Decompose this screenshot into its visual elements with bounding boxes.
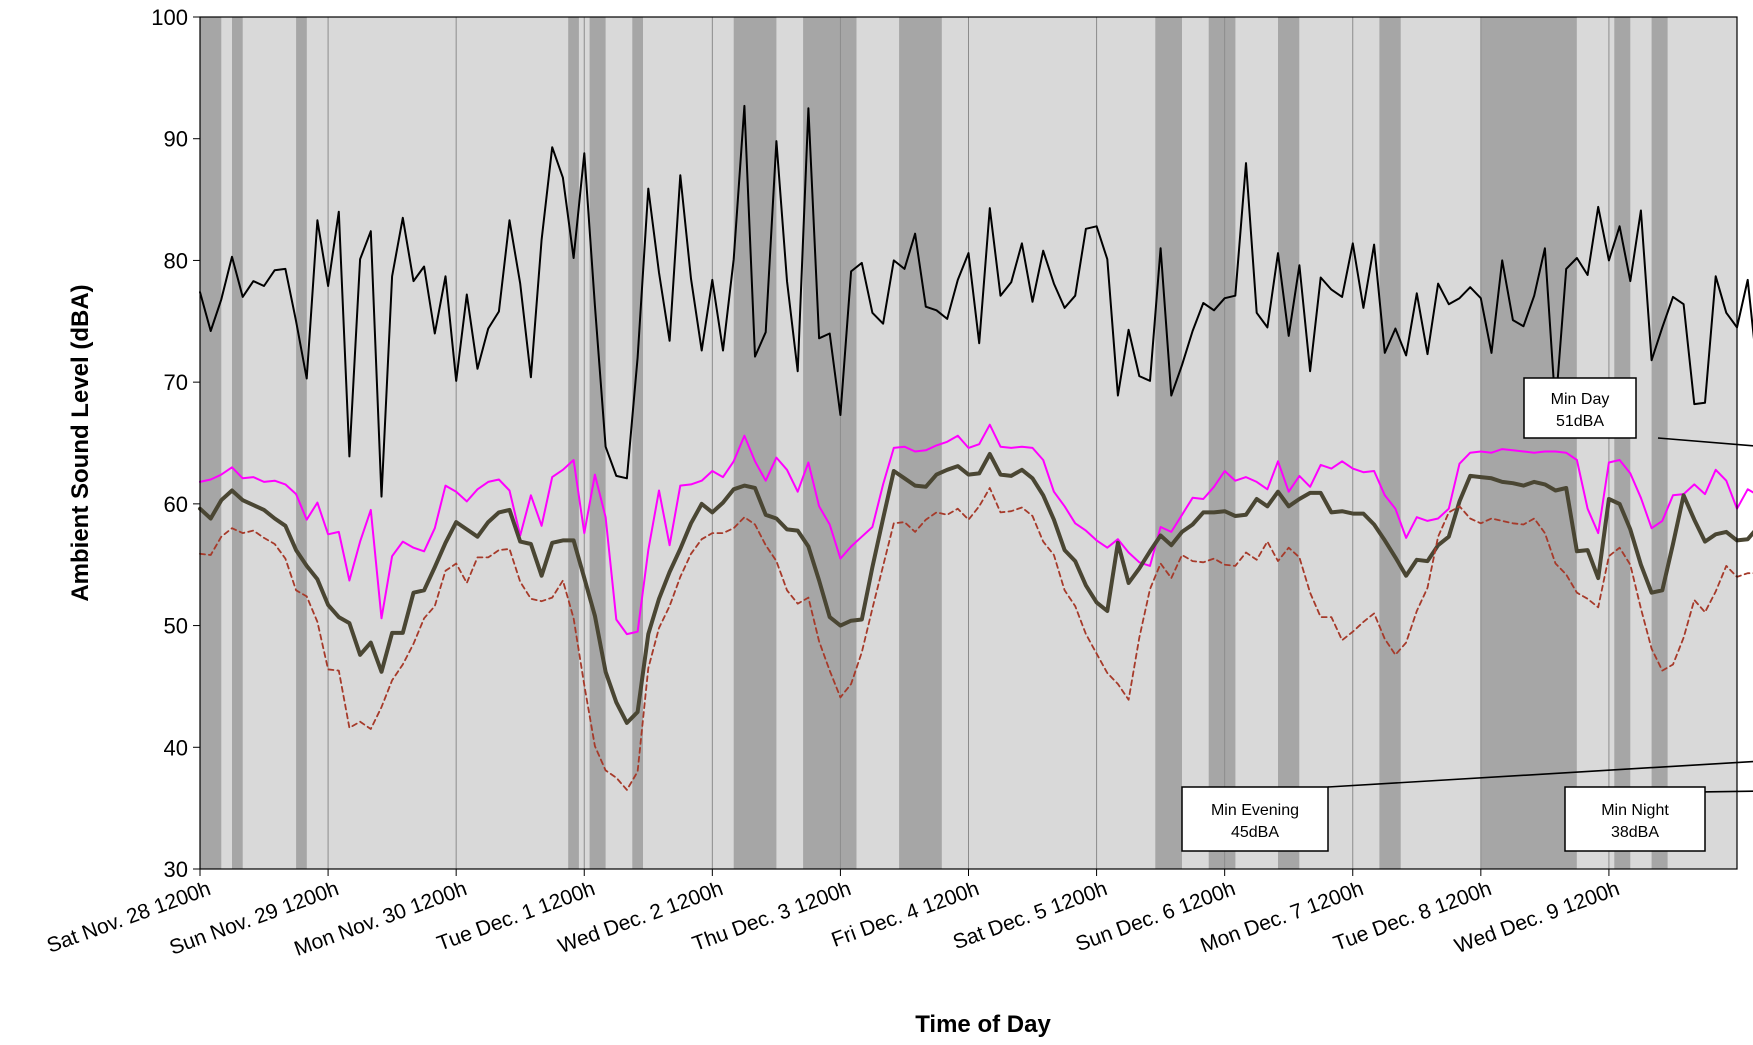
shaded-period: [632, 17, 643, 869]
annotation-label: Min Day: [1551, 391, 1610, 408]
shaded-period: [899, 17, 942, 869]
annotation-box: [1181, 786, 1329, 852]
shaded-period: [1614, 17, 1631, 869]
y-tick-label: 100: [151, 5, 188, 30]
shaded-period: [589, 17, 606, 869]
series-line-3: [198, 452, 1753, 725]
shaded-period: [1480, 17, 1556, 869]
series-line-1: [199, 104, 1753, 498]
shaded-periods: [200, 17, 1668, 869]
annotation-value: 38dBA: [1611, 824, 1659, 841]
annotation-arrow: [1327, 760, 1753, 788]
plot-frame: [199, 16, 1738, 870]
y-tick-label: 70: [164, 370, 188, 395]
vertical-gridlines: [199, 17, 1610, 876]
annotation-box: [1523, 377, 1637, 439]
annotation-value: 51dBA: [1556, 413, 1604, 430]
shaded-period: [1278, 17, 1300, 869]
series-line-4: [199, 487, 1753, 791]
y-tick-labels: 30 40 50 60 70 80 90 100: [151, 5, 188, 882]
shaded-period: [803, 17, 857, 869]
y-tick-label: 80: [164, 248, 188, 273]
shaded-period: [1555, 17, 1577, 869]
annotation-value: 45dBA: [1231, 824, 1279, 841]
axes: [193, 16, 1738, 870]
y-tick-label: 30: [164, 857, 188, 882]
x-axis-title: Time of Day: [915, 1011, 1051, 1038]
y-tick-label: 40: [164, 735, 188, 760]
shaded-period: [296, 17, 307, 869]
annotation-box: [1564, 786, 1706, 852]
shaded-period: [1155, 17, 1182, 869]
shaded-period: [1379, 17, 1401, 869]
annotations: Min Day 51dBA Min Evening 45dBA Min Night 38d…: [1181, 377, 1753, 852]
y-tick-label: 50: [164, 614, 188, 639]
shaded-period: [232, 17, 243, 869]
shaded-period: [200, 17, 222, 869]
shaded-period: [1651, 17, 1668, 869]
y-tick-label: 90: [164, 127, 188, 152]
y-axis-title: Ambient Sound Level (dBA): [67, 284, 94, 601]
series-lines: [198, 104, 1753, 791]
series-line-2: [199, 423, 1753, 636]
annotation-label: Min Night: [1601, 802, 1669, 819]
y-tick-label: 60: [164, 492, 188, 517]
annotation-label: Min Evening: [1211, 802, 1299, 819]
shaded-period: [568, 17, 579, 869]
shaded-period: [1208, 17, 1236, 869]
shaded-period: [733, 17, 777, 869]
